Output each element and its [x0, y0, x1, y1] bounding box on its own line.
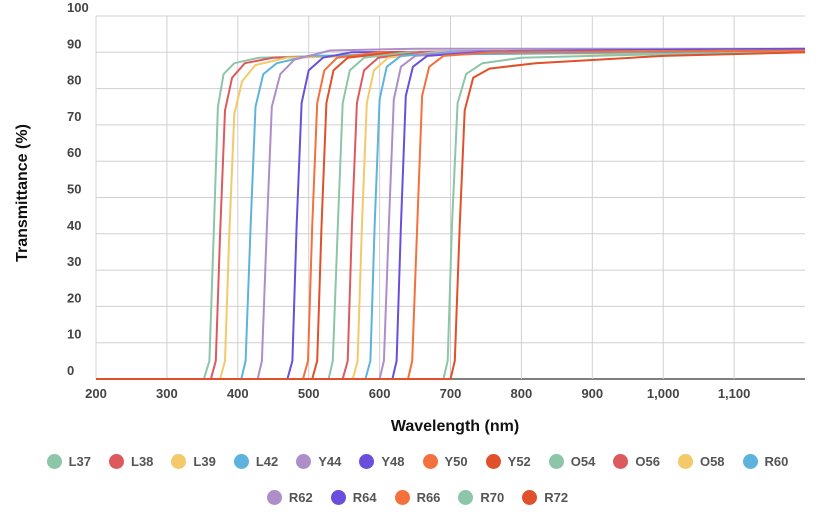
- legend-item-o58[interactable]: O58: [677, 453, 725, 469]
- x-tick-label: 500: [298, 386, 320, 401]
- legend-label: R72: [544, 489, 569, 505]
- legend-item-l39[interactable]: L39: [171, 453, 216, 469]
- series-line-r60: [96, 49, 806, 380]
- y-tick-label: 10: [67, 327, 81, 342]
- legend-label: R60: [764, 453, 789, 469]
- legend-item-y52[interactable]: Y52: [485, 453, 531, 469]
- series-line-o56: [96, 49, 806, 380]
- legend-label: L38: [131, 453, 154, 469]
- legend-label: R66: [416, 489, 441, 505]
- legend-item-l42[interactable]: L42: [233, 453, 279, 469]
- legend-item-o56[interactable]: O56: [613, 453, 660, 469]
- legend-swatch: [522, 489, 538, 505]
- series-lines: [96, 47, 806, 380]
- series-line-r66: [96, 49, 806, 380]
- y-tick-label: 0: [67, 363, 74, 378]
- x-axis-title: Wavelength (nm): [391, 418, 519, 435]
- legend-row: R62 R64 R66 R70 R72: [0, 484, 835, 510]
- legend-swatch: [485, 453, 501, 469]
- x-tick-label: 900: [581, 386, 603, 401]
- legend-label: Y44: [318, 453, 342, 469]
- legend-swatch: [359, 453, 375, 469]
- legend-swatch: [394, 489, 410, 505]
- legend-swatch: [548, 453, 564, 469]
- y-tick-label: 60: [67, 145, 81, 160]
- legend-swatch: [109, 453, 125, 469]
- legend-item-l37[interactable]: L37: [46, 453, 92, 469]
- legend-swatch: [677, 453, 693, 469]
- legend-item-o54[interactable]: O54: [548, 453, 596, 469]
- legend-swatch: [613, 453, 629, 469]
- legend-item-r70[interactable]: R70: [458, 489, 505, 505]
- legend-item-r64[interactable]: R64: [330, 489, 377, 505]
- legend-label: O54: [570, 453, 596, 469]
- legend-label: R70: [480, 489, 505, 505]
- series-line-r64: [96, 49, 806, 380]
- x-tick-label: 700: [440, 386, 462, 401]
- x-tick-label: 800: [511, 386, 533, 401]
- series-line-y48: [96, 47, 806, 380]
- legend-item-r62[interactable]: R62: [266, 489, 313, 505]
- legend-swatch: [742, 453, 758, 469]
- legend-label: L42: [255, 453, 279, 469]
- legend-item-r66[interactable]: R66: [394, 489, 441, 505]
- legend-item-y48[interactable]: Y48: [359, 453, 405, 469]
- legend-item-y50[interactable]: Y50: [422, 453, 468, 469]
- series-line-y44: [96, 47, 805, 380]
- legend-item-y44[interactable]: Y44: [296, 453, 342, 469]
- legend-swatch: [330, 489, 346, 505]
- x-axis-ticks: 200 300 400 500 600 700 800 900 1,000 1,100: [85, 386, 750, 401]
- y-tick-label: 70: [67, 109, 81, 124]
- series-line-y52: [96, 49, 806, 380]
- legend-label: L37: [68, 453, 92, 469]
- legend-swatch: [422, 453, 438, 469]
- legend-label: L39: [193, 453, 216, 469]
- series-line-r70: [96, 51, 806, 380]
- series-line-r72: [96, 51, 806, 380]
- legend-item-r72[interactable]: R72: [522, 489, 569, 505]
- series-line-y50: [96, 49, 806, 380]
- legend-label: R62: [288, 489, 313, 505]
- legend-label: Y50: [444, 453, 468, 469]
- x-tick-label: 200: [85, 386, 107, 401]
- x-tick-label: 1,100: [718, 386, 751, 401]
- legend-label: Y52: [507, 453, 531, 469]
- x-tick-label: 600: [369, 386, 391, 401]
- legend-swatch: [458, 489, 474, 505]
- legend-row: L37 L38 L39 L42 Y44 Y48 Y50 Y52 O54 O56 O58 R60: [0, 448, 835, 474]
- legend-item-r60[interactable]: R60: [742, 453, 789, 469]
- y-tick-label: 100: [67, 0, 89, 15]
- x-tick-label: 300: [156, 386, 178, 401]
- line-chart: 0 10 20 30 40 50 60 70 80 90 100 200 300 400 500 600 70…: [14, 0, 806, 435]
- x-tick-label: 400: [227, 386, 249, 401]
- legend-label: O58: [699, 453, 725, 469]
- legend-label: R64: [352, 489, 377, 505]
- legend-item-l38[interactable]: L38: [109, 453, 154, 469]
- y-tick-label: 50: [67, 182, 81, 197]
- y-tick-label: 40: [67, 218, 81, 233]
- y-axis-ticks: 0 10 20 30 40 50 60 70 80 90 100: [67, 0, 89, 378]
- y-tick-label: 80: [67, 73, 81, 88]
- legend-swatch: [46, 453, 62, 469]
- series-line-o54: [96, 49, 806, 380]
- legend-swatch: [266, 489, 282, 505]
- y-axis-title: Transmittance (%): [14, 124, 31, 262]
- legend-label: O56: [635, 453, 660, 469]
- y-tick-label: 90: [67, 36, 81, 51]
- x-tick-label: 1,000: [647, 386, 680, 401]
- legend-swatch: [233, 453, 249, 469]
- grid-lines: [95, 15, 805, 380]
- legend: L37 L38 L39 L42 Y44 Y48 Y50 Y52 O54 O56 O58 R60 R62 R…: [0, 448, 835, 520]
- legend-swatch: [296, 453, 312, 469]
- legend-label: Y48: [381, 453, 405, 469]
- y-tick-label: 30: [67, 254, 81, 269]
- y-tick-label: 20: [67, 290, 81, 305]
- legend-swatch: [171, 453, 187, 469]
